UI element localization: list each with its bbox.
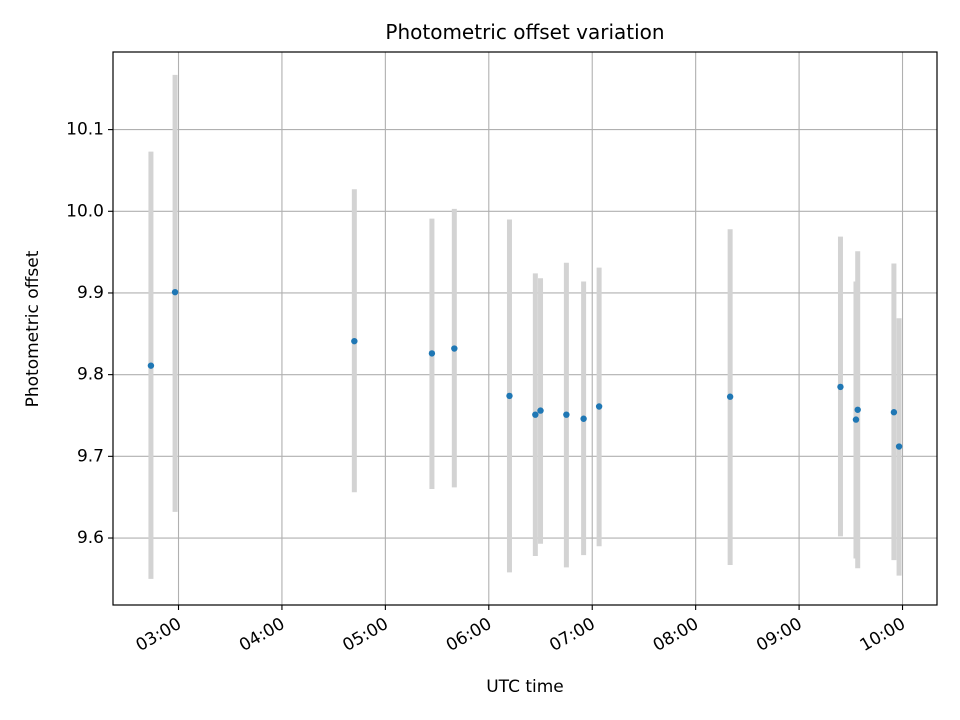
grid-lines xyxy=(113,52,937,605)
data-point xyxy=(852,416,860,423)
data-point xyxy=(854,406,861,413)
data-point xyxy=(506,392,513,400)
data-point xyxy=(837,383,844,391)
data-point xyxy=(451,345,458,352)
data-point xyxy=(595,403,603,410)
plot-frame xyxy=(112,51,938,606)
data-point xyxy=(351,337,358,345)
y-tick-label: 10.1 xyxy=(66,120,104,140)
data-point xyxy=(532,411,539,418)
data-points xyxy=(147,288,903,450)
y-tick-label: 10.0 xyxy=(66,201,104,221)
y-tick-label: 9.9 xyxy=(77,283,104,303)
data-point xyxy=(895,443,903,450)
data-point xyxy=(580,415,587,422)
x-axis-label: UTC time xyxy=(486,677,564,697)
plot-area xyxy=(113,52,937,605)
data-point xyxy=(428,350,436,357)
data-point xyxy=(537,407,544,414)
data-point xyxy=(726,393,734,400)
data-point xyxy=(890,409,898,416)
data-point xyxy=(171,288,179,296)
y-tick-label: 9.7 xyxy=(77,446,104,466)
chart-title: Photometric offset variation xyxy=(385,20,664,44)
data-point xyxy=(147,362,155,369)
y-tick-label: 9.8 xyxy=(77,365,104,385)
y-axis-label: Photometric offset xyxy=(23,250,43,407)
y-tick-label: 9.6 xyxy=(77,528,104,548)
data-point xyxy=(563,411,570,418)
